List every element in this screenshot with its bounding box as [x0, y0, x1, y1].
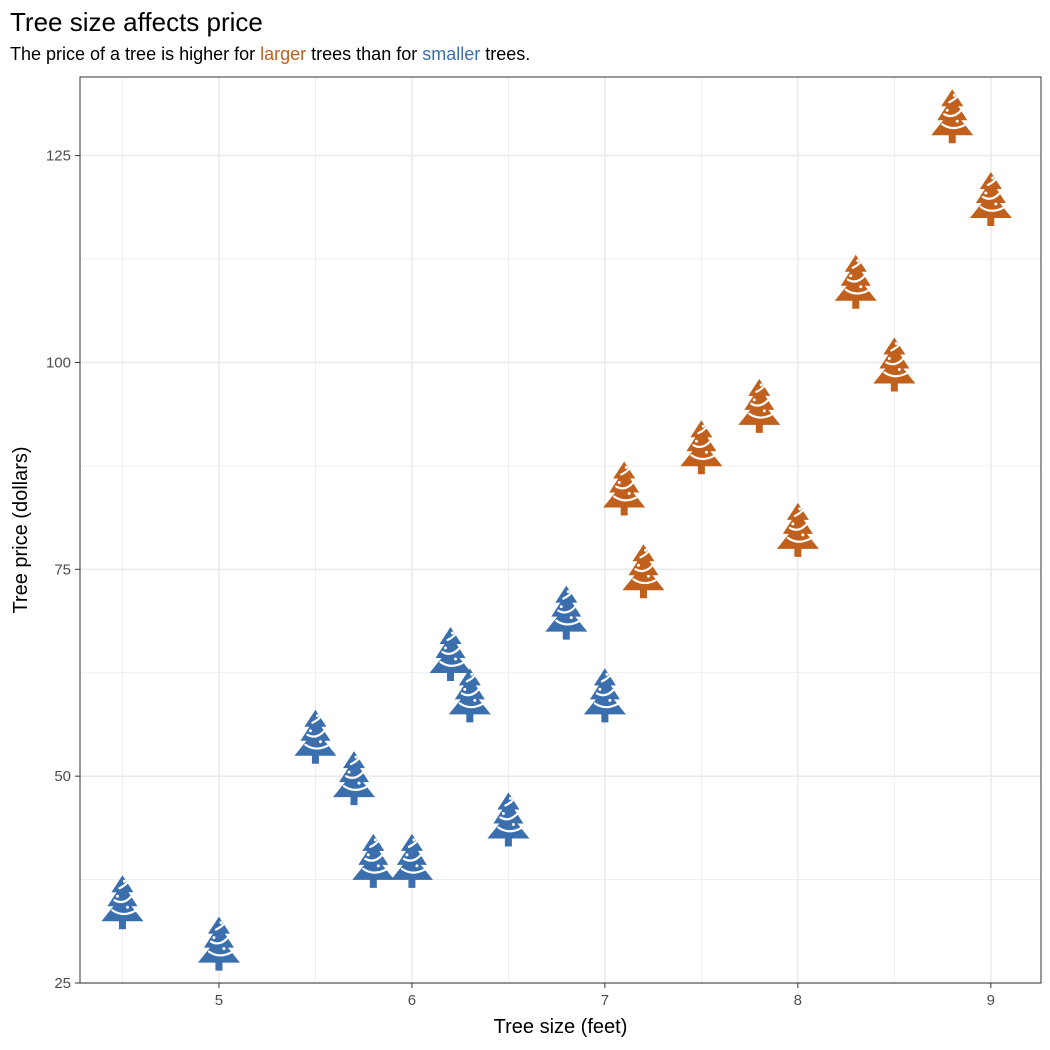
smaller-tree-point [100, 874, 145, 931]
larger-tree-point [737, 377, 782, 434]
y-tick-label: 100 [46, 354, 71, 371]
larger-tree-point [602, 460, 647, 517]
x-tick-label: 5 [215, 992, 223, 1009]
smaller-tree-point [351, 832, 396, 889]
chart-subtitle: The price of a tree is higher for larger… [10, 43, 530, 65]
larger-tree-point [775, 501, 820, 559]
y-tick-label: 125 [46, 148, 71, 165]
x-tick-label: 8 [794, 992, 802, 1009]
x-tick-label: 9 [987, 992, 995, 1009]
subtitle-part-2: trees than for [306, 44, 423, 64]
larger-tree-point [872, 336, 917, 393]
x-axis-title: Tree size (feet) [494, 1016, 628, 1038]
data-points [100, 88, 1013, 972]
smaller-tree-point [196, 915, 242, 972]
larger-tree-point [833, 253, 878, 310]
larger-tree-point [968, 170, 1013, 228]
chart-title: Tree size affects price [10, 7, 263, 37]
subtitle-part-3: trees. [480, 44, 531, 64]
smaller-tree-point [544, 584, 589, 641]
y-tick-label: 25 [54, 975, 71, 992]
axis-ticks [75, 155, 992, 988]
y-tick-label: 75 [54, 561, 71, 578]
y-axis-tick-labels: 25 50 75 100 125 [46, 148, 71, 992]
y-tick-label: 50 [54, 768, 71, 785]
panel-border [79, 76, 1042, 984]
larger-tree-point [679, 419, 724, 476]
smaller-tree-point [428, 625, 473, 683]
larger-tree-point [930, 88, 975, 145]
x-tick-label: 7 [601, 992, 609, 1009]
x-axis-tick-labels: 5 6 7 8 9 [215, 992, 995, 1009]
subtitle-smaller-highlight: smaller [422, 44, 481, 64]
subtitle-larger-highlight: larger [260, 44, 307, 64]
smaller-tree-point [331, 750, 377, 807]
major-gridlines [80, 77, 1041, 984]
smaller-tree-point [486, 791, 531, 848]
smaller-tree-point [582, 667, 627, 724]
smaller-tree-point [447, 667, 492, 724]
minor-gridlines [80, 77, 1041, 983]
x-tick-label: 6 [408, 992, 416, 1009]
subtitle-part-1: The price of a tree is higher for [10, 44, 261, 64]
smaller-tree-point [293, 708, 338, 765]
larger-tree-point [621, 543, 666, 600]
smaller-tree-point [389, 832, 435, 889]
y-axis-title: Tree price (dollars) [10, 446, 32, 613]
